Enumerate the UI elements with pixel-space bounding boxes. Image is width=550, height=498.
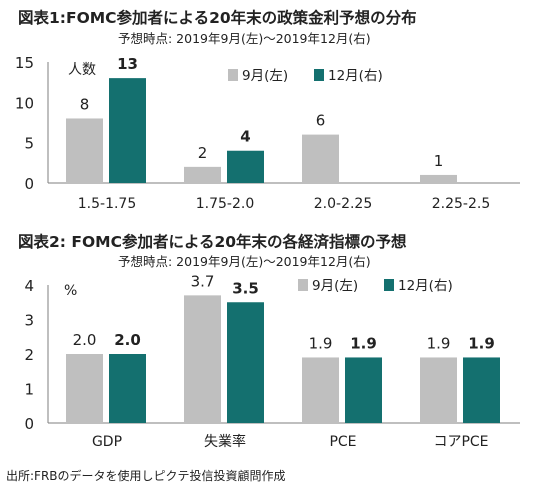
chart1-legend-swatch <box>314 69 324 81</box>
chart1-data-label: 2 <box>198 144 208 162</box>
chart1-subtitle: 予想時点: 2019年9月(左)〜2019年12月(右) <box>118 31 371 46</box>
chart1-unit-label: 人数 <box>68 62 96 78</box>
chart1-y-tick-label: 15 <box>15 54 34 72</box>
chart1-bar <box>420 174 457 183</box>
chart1-x-tick-label: 2.0-2.25 <box>314 196 373 212</box>
chart2-bar <box>184 295 221 423</box>
chart1-data-label: 8 <box>80 95 90 113</box>
chart2-data-label: 2.0 <box>73 331 97 349</box>
chart2-y-tick-label: 2 <box>24 346 34 364</box>
chart1-y-tick-label: 10 <box>15 94 34 112</box>
chart1-x-tick-label: 1.75-2.0 <box>196 196 255 212</box>
chart2-bar <box>345 357 382 423</box>
chart2-bar <box>463 357 500 423</box>
chart2-legend-swatch <box>298 279 308 291</box>
chart2-data-label: 1.9 <box>427 334 451 352</box>
chart1-bar <box>184 166 221 183</box>
chart1-bar <box>302 134 339 183</box>
chart1-x-tick-label: 2.25-2.5 <box>432 196 491 212</box>
chart1-legend-label: 12月(右) <box>328 68 383 84</box>
chart1-x-tick-label: 1.5-1.75 <box>78 196 137 212</box>
chart2-bar <box>66 354 103 423</box>
chart2-title: 図表2: FOMC参加者による20年末の各経済指標の予想 <box>18 233 407 251</box>
chart2-data-label: 1.9 <box>468 334 495 352</box>
chart2-y-tick-label: 3 <box>24 312 34 330</box>
chart1-legend-swatch <box>228 69 238 81</box>
chart2-x-tick-label: PCE <box>329 434 356 450</box>
chart2-data-label: 2.0 <box>114 331 141 349</box>
chart2-bar <box>109 354 146 423</box>
chart1-title: 図表1:FOMC参加者による20年末の政策金利予想の分布 <box>18 9 417 27</box>
chart1-y-tick-label: 5 <box>24 135 34 153</box>
chart2-x-tick-label: 失業率 <box>204 433 246 450</box>
source-footer: 出所:FRBのデータを使用しピクテ投信投資顧問作成 <box>6 469 286 483</box>
chart2-y-tick-label: 0 <box>24 415 34 433</box>
chart2-data-label: 1.9 <box>350 334 377 352</box>
chart2-legend-label: 12月(右) <box>398 278 453 294</box>
chart2-bar <box>302 357 339 423</box>
chart2-data-label: 3.5 <box>232 279 259 297</box>
chart2-unit-label: % <box>64 283 77 299</box>
chart2-bar <box>227 302 264 423</box>
chart2-data-label: 1.9 <box>309 334 333 352</box>
chart2-y-tick-label: 1 <box>24 381 34 399</box>
chart1-bar <box>227 150 264 183</box>
chart1-data-label: 4 <box>240 128 250 146</box>
chart2-legend-swatch <box>384 279 394 291</box>
chart2-x-tick-label: GDP <box>92 434 122 450</box>
chart2-x-tick-label: コアPCE <box>433 434 488 450</box>
chart2-y-tick-label: 4 <box>24 277 34 295</box>
chart2-legend-label: 9月(左) <box>312 278 358 294</box>
chart1-y-tick-label: 0 <box>24 175 34 193</box>
chart1-legend-label: 9月(左) <box>242 68 288 84</box>
chart2-bar <box>420 357 457 423</box>
chart1-data-label: 6 <box>316 112 326 130</box>
chart2-data-label: 3.7 <box>191 272 215 290</box>
chart2-subtitle: 予想時点: 2019年9月(左)〜2019年12月(右) <box>118 254 371 269</box>
chart1-bar <box>66 118 103 183</box>
chart1-data-label: 13 <box>117 55 138 73</box>
chart1-data-label: 1 <box>434 152 444 170</box>
chart1-bar <box>109 78 146 183</box>
